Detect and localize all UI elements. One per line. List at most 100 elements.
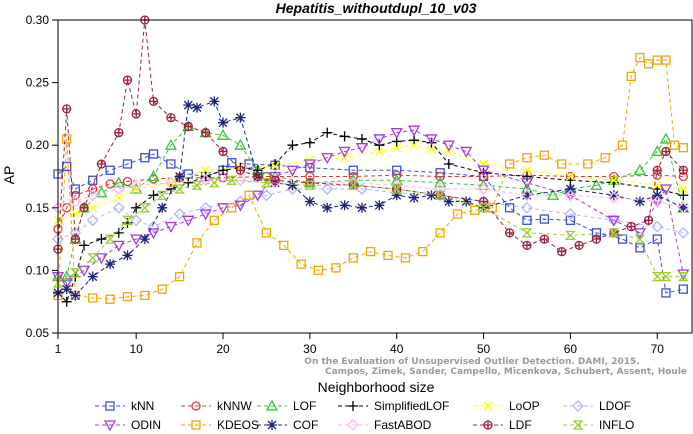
legend-item-fastabod: FastABOD — [338, 418, 432, 432]
data-point-ldof — [86, 214, 99, 227]
data-point-kdeos — [452, 209, 463, 219]
data-point-knn — [88, 175, 98, 185]
data-point-fastabod — [112, 183, 125, 195]
data-point-lof — [546, 188, 560, 200]
series-kdeos — [53, 52, 688, 304]
data-point-lof — [659, 132, 673, 144]
data-point-simplifiedlof — [131, 202, 142, 213]
data-point-inflo — [69, 268, 81, 278]
series-line-knnw — [57, 174, 684, 230]
data-point-lof — [234, 138, 247, 150]
data-point-odin — [425, 134, 438, 146]
data-point-ldof — [356, 183, 368, 195]
data-point-ldf — [148, 96, 159, 107]
data-point-cof — [339, 200, 350, 211]
data-point-odin — [607, 215, 620, 227]
x-tick-label: 60 — [564, 342, 578, 356]
x-tick-label: 1 — [55, 342, 62, 356]
data-point-ldf — [183, 121, 193, 132]
data-point-cof — [304, 196, 315, 207]
legend-item-odin: ODIN — [95, 418, 161, 432]
data-point-odin — [477, 165, 490, 177]
data-point-kdeos — [296, 259, 306, 269]
data-point-cof — [322, 202, 333, 213]
data-point-kdeos — [140, 290, 150, 301]
data-point-ldf — [591, 234, 602, 244]
x-tick-label: 70 — [651, 342, 665, 356]
data-point-simplifiedlof — [113, 227, 124, 238]
x-axis-label: Neighborhood size — [318, 379, 435, 395]
x-tick-label: 10 — [129, 342, 143, 356]
series-lof — [51, 120, 690, 282]
plot-frame — [57, 19, 693, 334]
series-line-inflo — [57, 179, 684, 284]
data-point-lof — [60, 270, 73, 282]
data-point-odin — [390, 128, 403, 140]
data-point-cof — [356, 202, 367, 213]
legend-item-lof: LOF — [257, 399, 316, 413]
data-point-knn — [122, 159, 133, 169]
data-point-lof — [651, 145, 664, 157]
data-point-inflo — [139, 203, 151, 213]
legend-marker-kdeos — [191, 420, 201, 430]
data-point-kdeos — [383, 250, 393, 261]
data-point-fastabod — [164, 176, 177, 189]
legend-label: ODIN — [131, 418, 161, 432]
data-point-kdeos — [400, 253, 411, 263]
data-point-ldof — [677, 226, 690, 239]
data-point-inflo — [208, 178, 220, 188]
legend-marker-fastabod — [347, 419, 359, 431]
data-point-ldof — [112, 201, 125, 214]
legend-marker-odin — [103, 420, 117, 432]
data-point-odin — [520, 178, 534, 190]
data-point-loop — [565, 172, 575, 181]
data-point-kdeos — [635, 52, 645, 63]
data-point-knnw — [88, 184, 98, 194]
data-point-cof — [608, 190, 619, 201]
data-point-kdeos — [669, 140, 680, 150]
data-point-inflo — [391, 184, 403, 194]
data-point-knnw — [392, 170, 402, 180]
data-point-ldf — [96, 159, 107, 169]
legend-label: KDEOS — [217, 418, 259, 432]
legend-label: kNN — [131, 399, 154, 413]
data-point-knn — [70, 184, 81, 194]
data-point-cof — [443, 196, 454, 207]
data-point-inflo — [651, 272, 663, 282]
data-point-knn — [227, 158, 237, 168]
data-point-kdeos — [557, 159, 567, 169]
data-point-ldf — [200, 128, 211, 138]
data-point-lof — [164, 138, 178, 150]
data-point-cof — [678, 202, 689, 213]
data-point-ldf — [235, 165, 246, 175]
legend-marker-ldof — [572, 400, 584, 412]
legend-item-knn: kNN — [95, 399, 154, 413]
data-point-knn — [539, 214, 550, 224]
data-point-knn — [140, 153, 150, 163]
data-point-ldof — [199, 201, 212, 214]
data-point-loop — [88, 203, 98, 213]
legend-item-cof: COF — [257, 418, 318, 432]
data-point-kdeos — [626, 71, 636, 81]
data-point-loop — [652, 180, 662, 190]
data-point-kdeos — [539, 150, 550, 160]
y-tick-label: 0.25 — [26, 76, 50, 90]
data-point-odin — [677, 269, 690, 281]
data-point-cof — [426, 190, 437, 201]
data-point-loop — [374, 147, 384, 156]
legend-item-ldf: LDF — [473, 418, 532, 432]
x-tick-label: 50 — [477, 342, 491, 356]
series-line-kdeos — [57, 56, 684, 300]
data-point-knnw — [122, 176, 133, 187]
data-point-lof — [434, 176, 447, 188]
data-point-inflo — [347, 180, 359, 190]
legend-marker-loop — [483, 401, 493, 411]
legend-label: FastABOD — [374, 418, 432, 432]
data-point-odin — [373, 134, 386, 146]
data-point-kdeos — [435, 228, 445, 238]
data-point-ldof — [286, 183, 299, 195]
data-point-cof — [374, 200, 385, 211]
legend-marker-ldf — [483, 420, 493, 430]
data-point-ldf — [522, 240, 532, 250]
